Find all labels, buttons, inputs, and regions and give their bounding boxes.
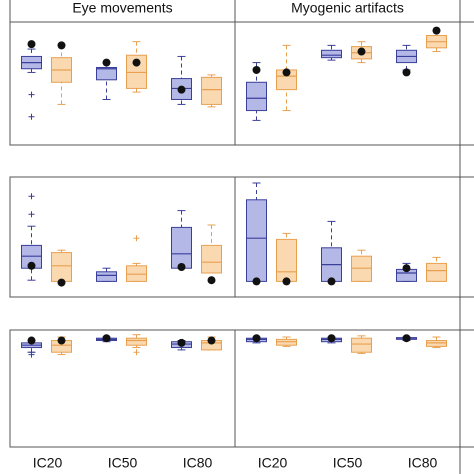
box — [201, 76, 222, 105]
marker — [252, 277, 261, 286]
box — [126, 54, 147, 89]
box — [51, 252, 72, 282]
box — [246, 81, 267, 112]
outlier — [28, 91, 35, 98]
panel-frame — [9, 0, 474, 474]
marker — [402, 264, 411, 273]
marker — [252, 65, 261, 74]
outlier — [28, 351, 35, 358]
box — [321, 49, 342, 59]
panel-title: Myogenic artifacts — [291, 0, 404, 16]
box — [426, 262, 447, 282]
outlier — [28, 113, 35, 120]
marker — [402, 334, 411, 343]
marker — [177, 263, 186, 271]
marker — [282, 277, 291, 286]
box — [96, 67, 117, 81]
panel-title: Eye movements — [72, 0, 172, 16]
marker — [27, 261, 36, 270]
box — [201, 244, 222, 274]
marker — [177, 338, 186, 347]
x-tick-label: IC20 — [258, 455, 288, 471]
outlier — [28, 211, 35, 218]
marker — [102, 58, 111, 67]
marker — [402, 68, 411, 77]
marker — [207, 276, 216, 285]
marker — [57, 336, 66, 345]
box — [96, 271, 117, 282]
marker — [177, 85, 186, 94]
box — [246, 199, 267, 282]
outlier — [133, 235, 140, 242]
marker — [282, 68, 291, 77]
box — [351, 337, 372, 353]
marker — [27, 40, 36, 49]
box — [126, 265, 147, 282]
marker — [327, 334, 336, 343]
marker — [432, 26, 441, 35]
marker — [57, 278, 66, 287]
outlier — [133, 349, 140, 356]
x-tick-label: IC80 — [408, 455, 438, 471]
x-tick-label: IC20 — [33, 455, 63, 471]
marker — [57, 41, 66, 50]
marker — [327, 277, 336, 286]
marker — [357, 47, 366, 56]
box — [171, 226, 192, 269]
marker — [207, 336, 216, 345]
x-tick-label: IC50 — [108, 455, 138, 471]
marker — [27, 336, 36, 345]
box — [276, 238, 297, 282]
x-tick-label: IC80 — [183, 455, 213, 471]
box — [126, 337, 147, 346]
marker — [132, 58, 141, 67]
marker — [252, 334, 261, 343]
marker — [102, 334, 111, 343]
x-tick-label: IC50 — [333, 455, 363, 471]
outlier — [28, 193, 35, 200]
